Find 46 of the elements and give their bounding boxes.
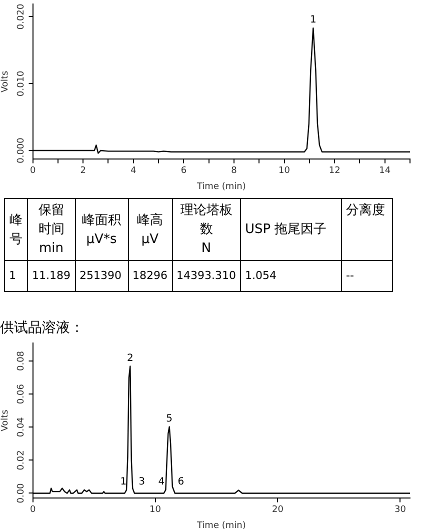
x-tick-label: 8 (231, 166, 238, 176)
x-tick-label: 14 (379, 166, 391, 176)
y-axis-title: Volts (0, 70, 11, 92)
y-tick-label: 0.06 (16, 384, 27, 404)
text: 理论塔板数 N (179, 202, 234, 258)
x-tick-label: 12 (328, 166, 340, 176)
annotation: 4 (158, 476, 165, 488)
x-tick-label: 10 (278, 166, 290, 176)
x-tick-label: 10 (150, 505, 162, 516)
x-tick-label: 6 (180, 166, 187, 176)
text: 峰号 (9, 212, 23, 248)
x-tick-label: 0 (30, 166, 36, 176)
annotation: 3 (138, 476, 145, 488)
y-tick-label: 0.02 (16, 450, 27, 470)
text: 1 (9, 268, 17, 284)
y-tick-label: 0.010 (16, 70, 27, 96)
text: 14393.310 (176, 268, 236, 284)
annotation: 2 (126, 352, 134, 364)
text: 峰面积 µV*s (81, 212, 122, 248)
text: 251390 (80, 268, 122, 284)
x-tick-label: 30 (394, 505, 406, 516)
y-axis-title: Volts (0, 409, 11, 432)
x-tick-label: 20 (272, 505, 284, 516)
chart-title: 供试品溶液： (0, 320, 84, 336)
annotation: 5 (166, 413, 173, 424)
text: 保留时间 min (37, 202, 66, 258)
text: 峰高 µV (136, 212, 164, 248)
annotation: 1 (120, 476, 127, 488)
text: 1.054 (245, 268, 278, 284)
text: 分离度 (346, 202, 386, 220)
text: -- (346, 268, 355, 284)
text: 18296 (132, 268, 168, 284)
x-tick-label: 4 (130, 166, 137, 176)
y-tick-label: 0.000 (16, 137, 27, 164)
y-tick-label: 0.00 (16, 482, 27, 504)
annotation: 6 (178, 476, 184, 488)
y-tick-label: 0.08 (16, 350, 27, 372)
annotation: 1 (310, 14, 316, 26)
y-tick-label: 0.020 (16, 4, 27, 30)
x-tick-label: 2 (80, 166, 86, 176)
text: 11.189 (32, 268, 70, 284)
x-axis-title: Time (min) (196, 520, 246, 529)
text: USP 拖尾因子 (245, 221, 328, 239)
x-axis-title: Time (min) (196, 182, 246, 192)
x-tick-label: 0 (30, 505, 36, 516)
y-tick-label: 0.04 (16, 416, 27, 438)
